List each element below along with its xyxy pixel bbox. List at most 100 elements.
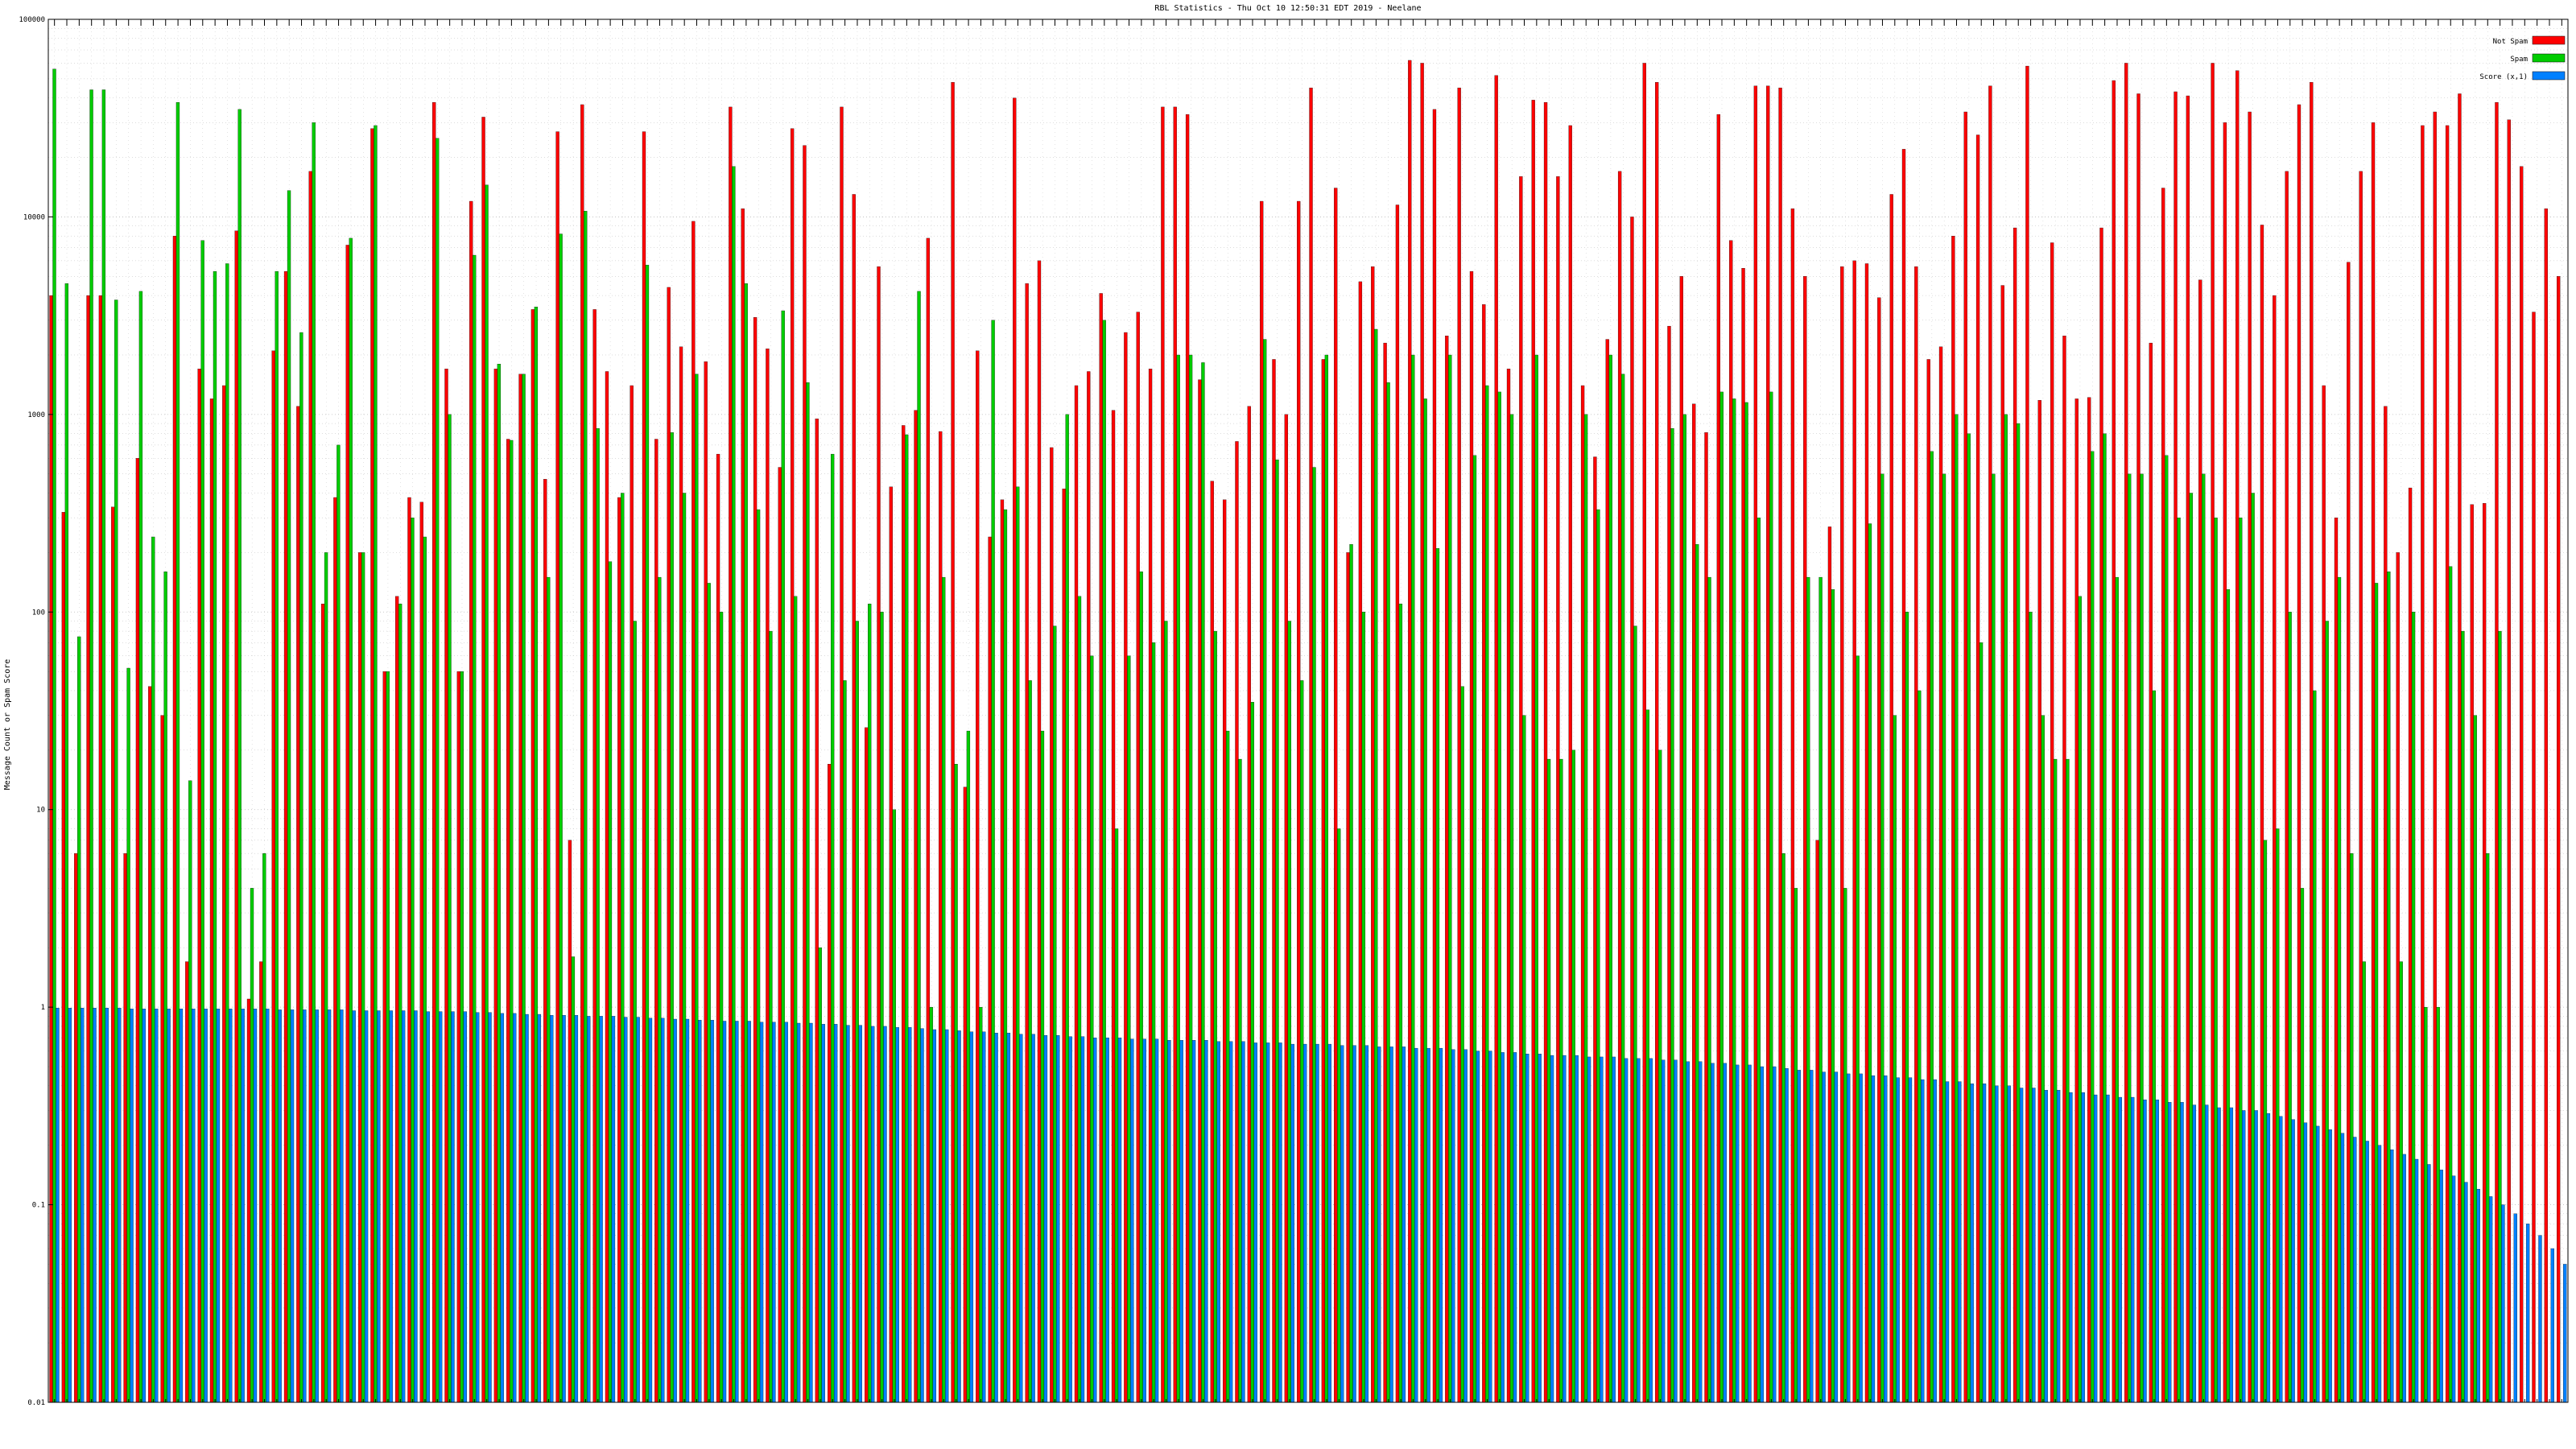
bar-not-spam <box>555 131 559 1403</box>
bar-not-spam <box>1617 171 1622 1403</box>
bar-score <box>2538 1235 2542 1403</box>
bar-score <box>2069 1092 2073 1403</box>
bar-not-spam <box>1630 217 1634 1403</box>
bar-spam <box>1695 544 1699 1403</box>
bar-not-spam <box>98 295 103 1403</box>
bar-score <box>463 1011 467 1403</box>
bar-spam <box>2337 576 2342 1403</box>
legend-swatch <box>2532 35 2566 45</box>
bar-score <box>1896 1077 1900 1403</box>
bar-score <box>476 1012 480 1403</box>
bar-spam <box>1522 715 1526 1403</box>
bar-score <box>2155 1099 2159 1403</box>
bar-not-spam <box>1420 63 1424 1403</box>
bar-score <box>303 1009 307 1403</box>
bar-spam <box>485 184 489 1403</box>
bar-score <box>2439 1170 2443 1403</box>
bar-spam <box>633 621 637 1403</box>
bar-spam <box>287 190 291 1403</box>
bar-not-spam <box>1247 406 1251 1403</box>
bar-score <box>2217 1107 2221 1403</box>
bar-score <box>513 1013 517 1403</box>
bar-score <box>1834 1071 1839 1403</box>
bar-spam <box>411 518 415 1403</box>
bar-not-spam <box>2482 503 2487 1403</box>
bar-spam <box>1016 486 1020 1403</box>
y-tick-label: 1 <box>41 1004 45 1012</box>
bar-spam <box>1435 548 1440 1403</box>
bar-score <box>2402 1154 2406 1403</box>
bar-spam <box>1090 655 1094 1403</box>
bar-not-spam <box>2235 70 2240 1403</box>
bar-score <box>809 1022 813 1403</box>
bar-not-spam <box>481 117 485 1403</box>
bar-spam <box>855 621 859 1403</box>
bar-not-spam <box>1790 208 1795 1403</box>
bar-spam <box>151 536 155 1403</box>
bar-not-spam <box>283 270 288 1403</box>
bar-spam <box>436 138 440 1403</box>
bar-score <box>2525 1224 2530 1403</box>
bar-score <box>118 1008 122 1403</box>
bar-score <box>2476 1188 2480 1403</box>
bar-score <box>105 1008 109 1403</box>
bar-not-spam <box>2174 91 2178 1403</box>
bar-score <box>68 1008 72 1403</box>
bar-score <box>1525 1054 1530 1403</box>
bar-score <box>587 1016 591 1403</box>
bar-score <box>1711 1063 1715 1403</box>
bar-score <box>1031 1034 1035 1403</box>
bar-not-spam <box>1037 260 1042 1403</box>
bar-spam <box>2029 612 2033 1403</box>
bar-score <box>1748 1064 1752 1403</box>
bar-score <box>2254 1110 2258 1403</box>
bar-spam <box>1361 612 1366 1403</box>
bar-score <box>562 1015 566 1403</box>
bar-not-spam <box>1926 359 1930 1403</box>
bar-spam <box>596 428 600 1403</box>
bar-not-spam <box>1136 312 1140 1403</box>
bar-score <box>2365 1141 2369 1403</box>
bar-spam <box>905 434 909 1403</box>
bar-not-spam <box>778 467 782 1403</box>
bar-spam <box>1065 414 1069 1403</box>
bar-spam <box>2053 758 2058 1403</box>
bar-spam <box>1139 572 1143 1403</box>
bar-not-spam <box>1013 97 1017 1403</box>
bar-spam <box>1608 354 1612 1403</box>
bar-score <box>364 1010 369 1403</box>
bar-not-spam <box>766 349 770 1403</box>
bar-not-spam <box>691 221 696 1403</box>
y-tick-label: 100 <box>32 609 45 617</box>
bar-score <box>1723 1063 1727 1403</box>
bar-not-spam <box>1198 379 1202 1403</box>
bar-score <box>2390 1150 2394 1403</box>
bar-score <box>179 1009 184 1403</box>
bar-score <box>636 1017 640 1403</box>
y-tick-label: 0.01 <box>27 1399 45 1407</box>
bar-spam <box>1472 455 1477 1403</box>
bar-not-spam <box>135 458 140 1403</box>
bar-score <box>2279 1116 2283 1403</box>
bar-spam <box>818 947 822 1403</box>
bar-not-spam <box>345 245 349 1403</box>
bar-spam <box>448 414 452 1403</box>
bar-not-spam <box>617 497 621 1403</box>
bar-score <box>2513 1213 2517 1403</box>
bar-not-spam <box>2384 406 2388 1403</box>
bar-score <box>2353 1137 2357 1403</box>
bar-score <box>315 1009 319 1403</box>
bar-spam <box>163 572 167 1403</box>
bar-spam <box>806 382 810 1403</box>
bar-score <box>2427 1164 2431 1403</box>
bar-spam <box>2424 1006 2428 1403</box>
bar-not-spam <box>1506 369 1511 1403</box>
bar-score <box>1501 1052 1505 1403</box>
bar-score <box>93 1008 97 1403</box>
bar-score <box>500 1013 505 1403</box>
bar-not-spam <box>1864 263 1869 1403</box>
bar-spam <box>2251 493 2255 1403</box>
bar-spam <box>744 283 748 1403</box>
bar-spam <box>2485 853 2490 1403</box>
bar-spam <box>954 764 958 1403</box>
